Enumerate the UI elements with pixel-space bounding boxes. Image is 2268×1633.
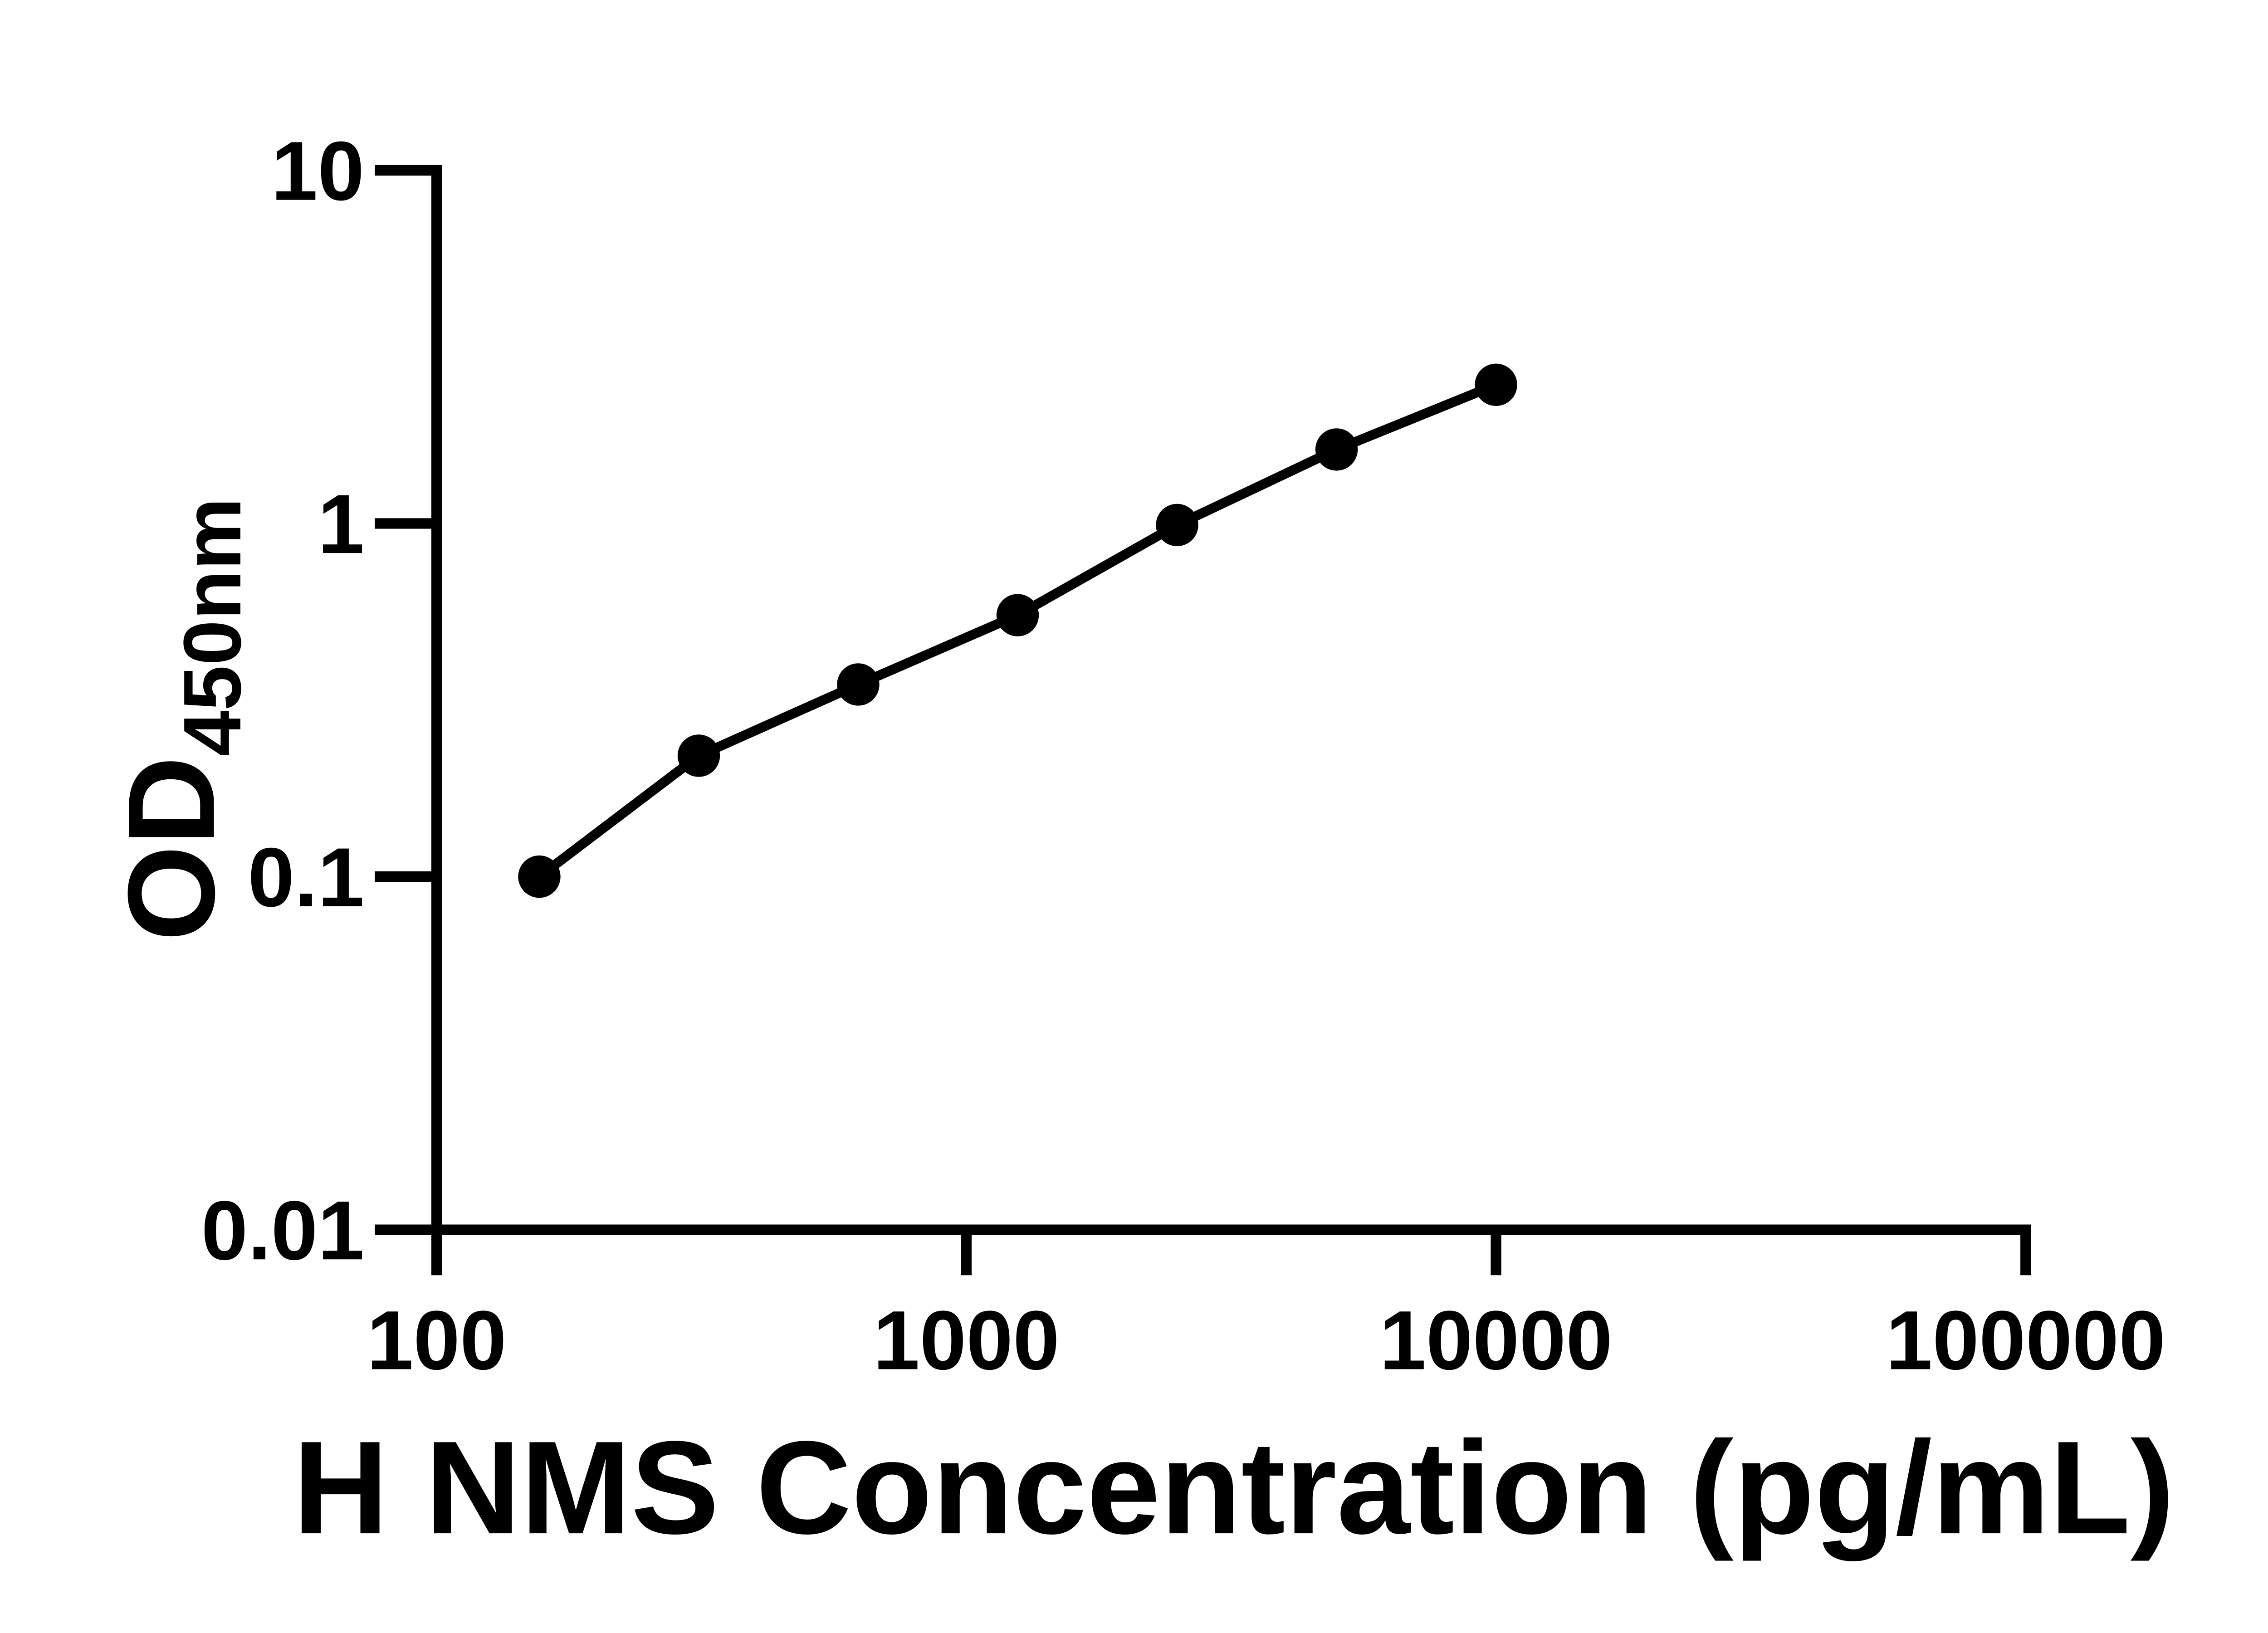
y-tick-label: 0.1 bbox=[248, 831, 364, 924]
data-point bbox=[837, 663, 880, 706]
data-series bbox=[518, 363, 1517, 898]
x-axis-ticks: 100 1000 10000 100000 bbox=[367, 1230, 2165, 1387]
y-tick-label: 10 bbox=[271, 125, 364, 218]
data-point bbox=[996, 594, 1039, 636]
y-tick-label: 0.01 bbox=[201, 1184, 365, 1277]
x-tick-label: 100 bbox=[367, 1294, 507, 1387]
y-axis-ticks: 10 1 0.1 0.01 bbox=[201, 125, 437, 1277]
x-axis-title: H NMS Concentration (pg/mL) bbox=[293, 1413, 2175, 1562]
data-point bbox=[518, 855, 561, 898]
plot-axes: 10 1 0.1 0.01 100 1000 10000 100000 bbox=[201, 125, 2165, 1388]
data-point bbox=[1156, 504, 1198, 547]
data-point bbox=[1475, 363, 1517, 406]
x-tick-label: 100000 bbox=[1886, 1294, 2166, 1387]
data-point bbox=[1315, 428, 1358, 471]
y-axis-title-main: OD bbox=[103, 756, 240, 941]
y-axis-title: OD450nm bbox=[103, 498, 258, 941]
y-tick-label: 1 bbox=[318, 478, 364, 571]
data-point bbox=[677, 734, 720, 777]
y-axis-title-subscript: 450nm bbox=[167, 498, 258, 756]
x-tick-label: 10000 bbox=[1379, 1294, 1613, 1387]
x-tick-label: 1000 bbox=[873, 1294, 1060, 1387]
